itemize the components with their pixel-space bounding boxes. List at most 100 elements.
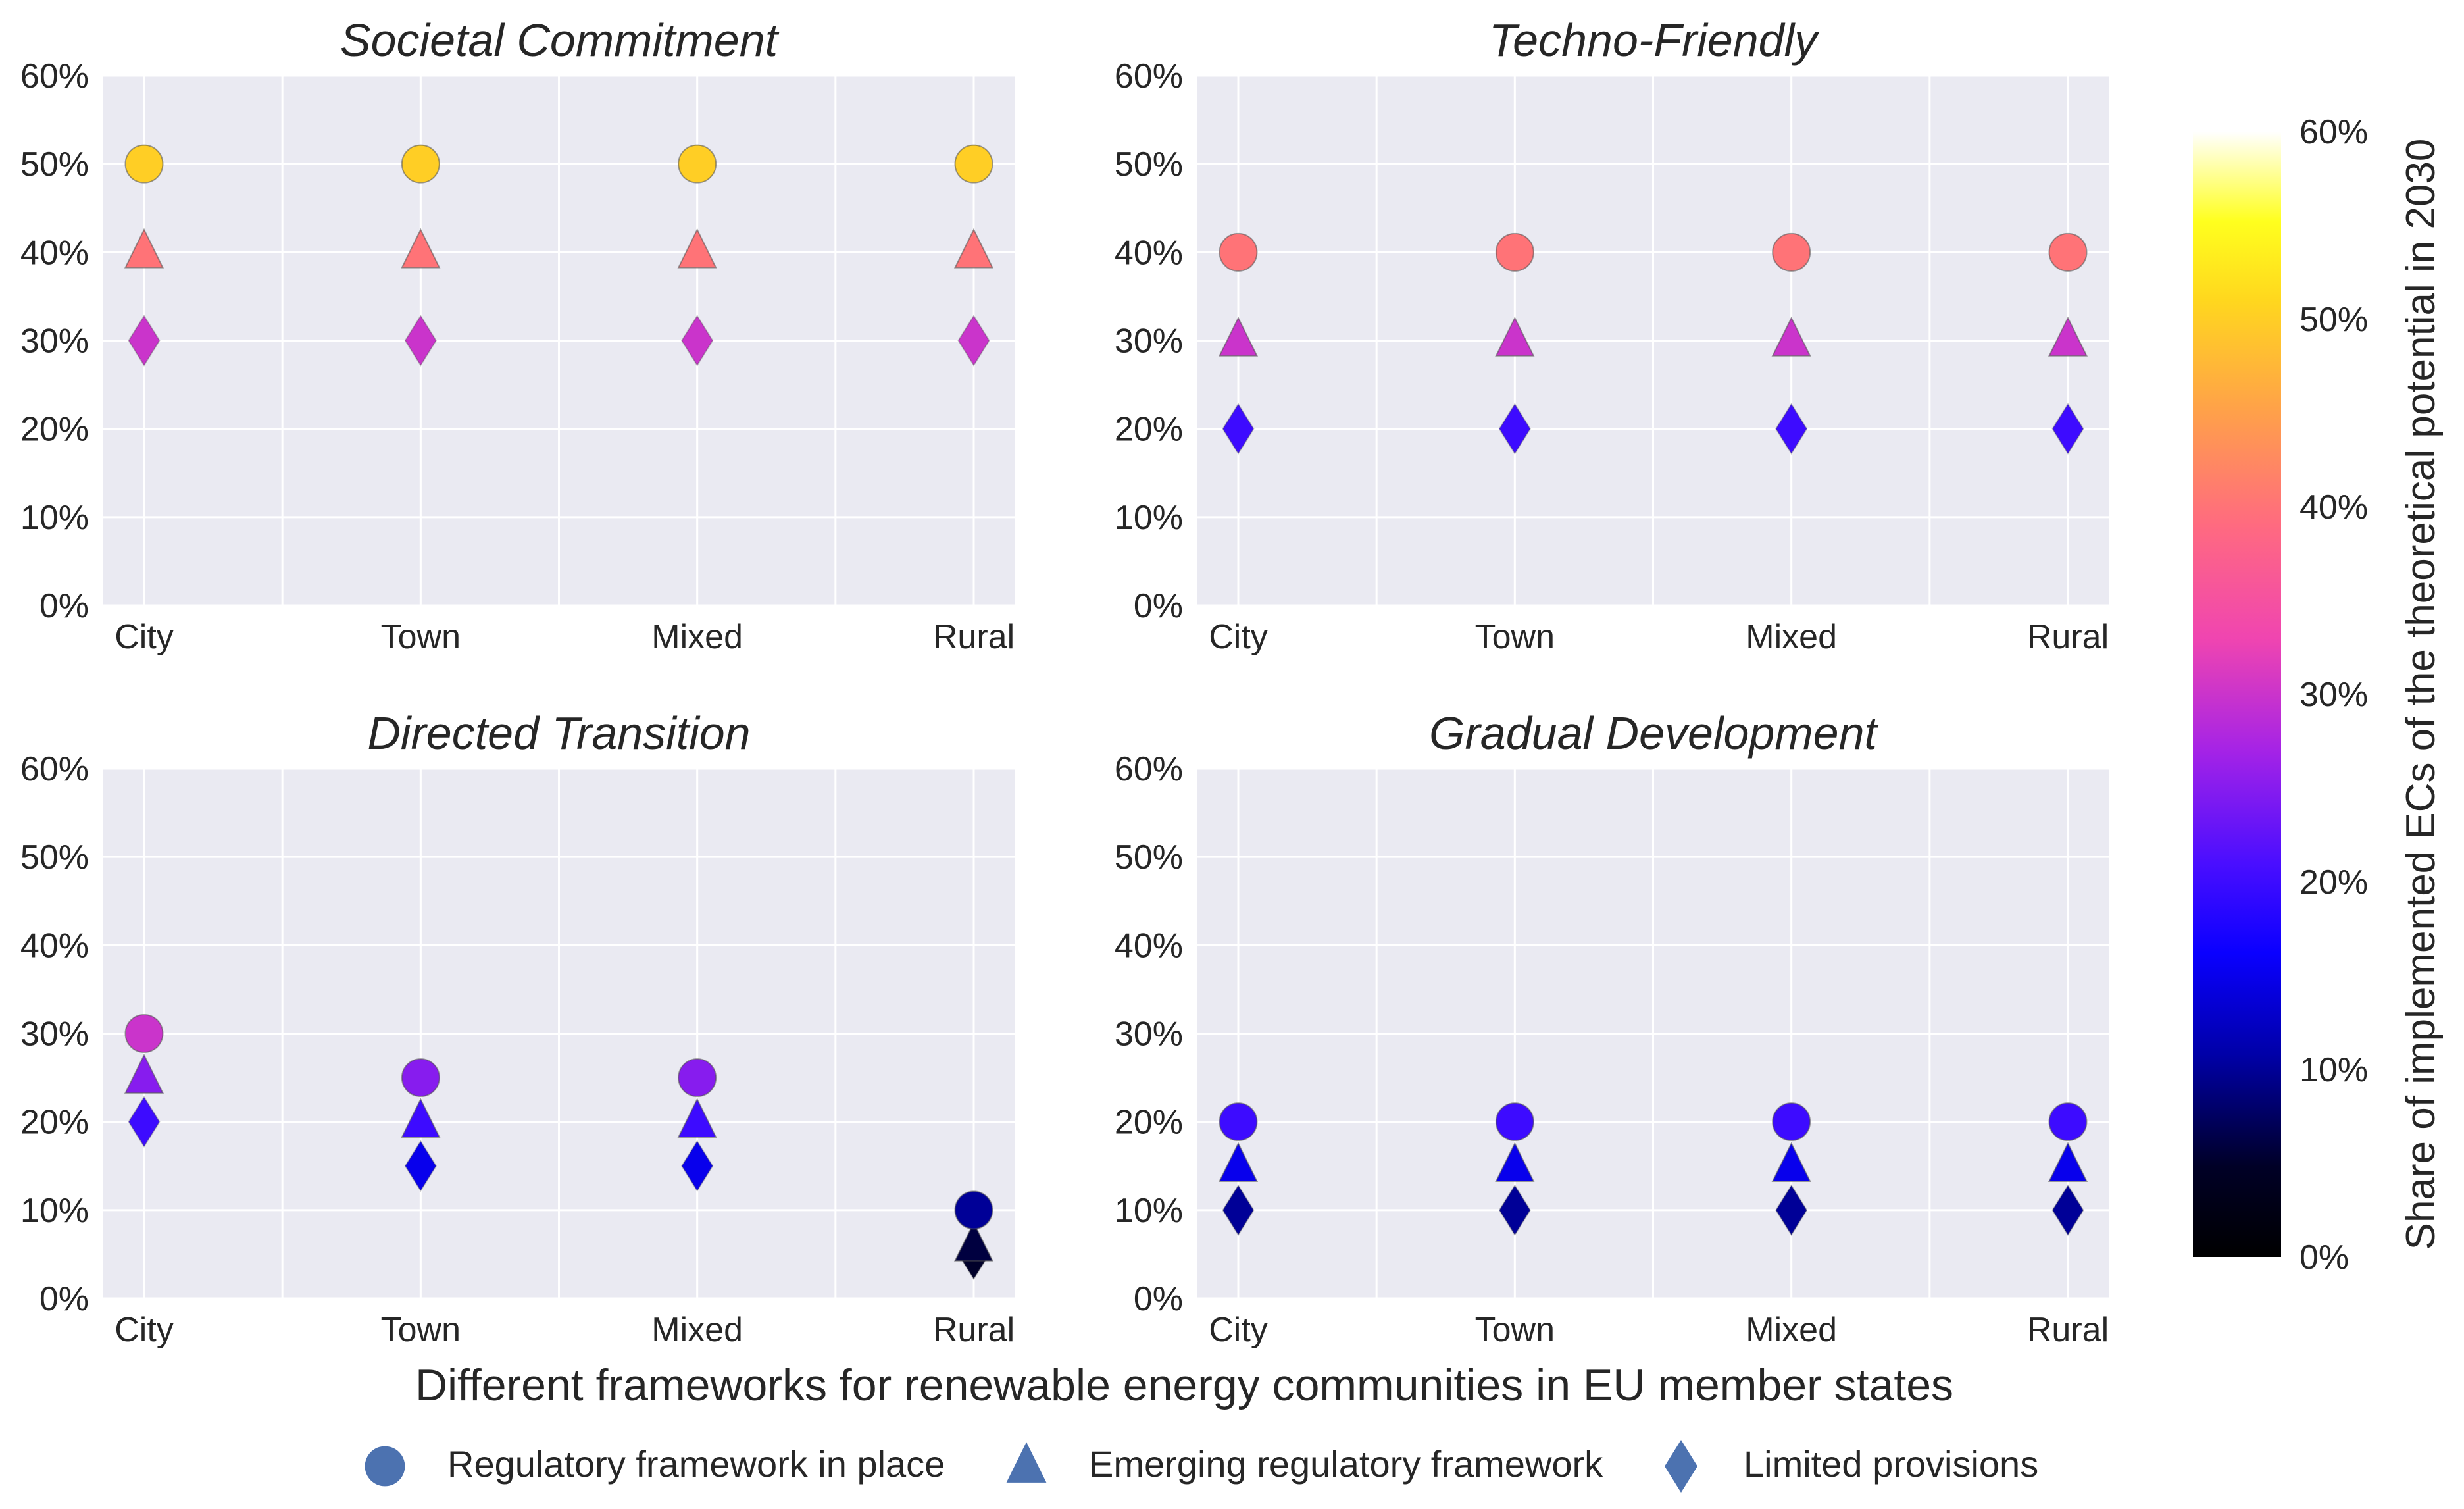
y-tick-label: 20% xyxy=(20,411,89,449)
x-tick-label: City xyxy=(114,1311,174,1349)
y-tick-label: 50% xyxy=(1115,145,1183,184)
data-point-diamond xyxy=(1498,403,1531,455)
data-point-diamond xyxy=(128,315,161,367)
data-point-diamond xyxy=(957,315,990,367)
x-tick-label: Town xyxy=(1475,618,1555,656)
data-point-triangle xyxy=(677,228,717,269)
colorbar-tick-label: 0% xyxy=(2300,1239,2349,1277)
x-tick-label: Rural xyxy=(2027,618,2109,656)
y-tick-label: 0% xyxy=(39,1280,89,1318)
x-tick-label: Mixed xyxy=(651,1311,743,1349)
data-point-triangle xyxy=(1218,316,1259,357)
colorbar-tick-label: 60% xyxy=(2300,113,2368,151)
panel-title: Directed Transition xyxy=(367,707,750,759)
data-point-diamond xyxy=(2051,403,2084,455)
x-tick-label: Town xyxy=(381,618,461,656)
x-tick-label: Mixed xyxy=(1746,618,1837,656)
data-point-triangle xyxy=(1495,316,1535,357)
x-tick-label: Town xyxy=(381,1311,461,1349)
y-tick-label: 60% xyxy=(1115,750,1183,788)
data-point-diamond xyxy=(1498,1184,1531,1237)
x-tick-label: Rural xyxy=(933,1311,1015,1349)
y-tick-label: 0% xyxy=(39,587,89,625)
y-tick-label: 30% xyxy=(20,1015,89,1054)
legend-marker-diamond xyxy=(1665,1440,1697,1493)
data-point-triangle xyxy=(677,1097,717,1138)
data-point-circle xyxy=(124,1014,164,1053)
data-point-circle xyxy=(2048,1102,2088,1142)
data-point-circle xyxy=(1495,232,1534,272)
legend-label: Limited provisions xyxy=(1744,1443,2038,1485)
data-point-circle xyxy=(678,1058,717,1098)
y-tick-label: 60% xyxy=(20,750,89,788)
panel-1: 0% 10% 20% 30% 40% 50% 60% City Town Mixed Rural So… xyxy=(20,14,1015,656)
colorbar: 0% 10% 20% 30% 40% 50% 60% Share of implemente… xyxy=(2193,113,2444,1277)
y-tick-label: 10% xyxy=(20,499,89,537)
colorbar-tick-label: 40% xyxy=(2300,488,2368,526)
data-point-triangle xyxy=(124,1053,164,1094)
y-tick-label: 50% xyxy=(20,838,89,877)
data-point-triangle xyxy=(1771,1142,1811,1183)
legend-marker-circle xyxy=(365,1446,405,1487)
colorbar-tick-label: 30% xyxy=(2300,676,2368,714)
legend-label: Regulatory framework in place xyxy=(447,1443,945,1485)
data-point-diamond xyxy=(1222,403,1255,455)
y-tick-label: 50% xyxy=(1115,838,1183,877)
y-tick-label: 30% xyxy=(1115,322,1183,361)
legend-item: Regulatory framework in place xyxy=(365,1443,945,1487)
colorbar-tick-label: 20% xyxy=(2300,863,2368,902)
y-tick-label: 20% xyxy=(1115,1104,1183,1142)
data-point-diamond xyxy=(128,1096,161,1148)
y-tick-label: 60% xyxy=(20,57,89,95)
panels: 0% 10% 20% 30% 40% 50% 60% City Town Mixed Rural So… xyxy=(20,14,2109,1349)
y-tick-label: 10% xyxy=(20,1192,89,1230)
y-tick-label: 0% xyxy=(1134,587,1183,625)
y-tick-label: 60% xyxy=(1115,57,1183,95)
x-tick-label: Town xyxy=(1475,1311,1555,1349)
data-point-circle xyxy=(2048,232,2088,272)
panel-title: Societal Commitment xyxy=(340,14,780,66)
x-tick-label: City xyxy=(1209,618,1268,656)
legend-marker-triangle xyxy=(1006,1442,1047,1483)
data-point-diamond xyxy=(1222,1184,1255,1237)
data-point-diamond xyxy=(1775,1184,1808,1237)
panel-4: 0% 10% 20% 30% 40% 50% 60% City Town Mixed Rural Gr… xyxy=(1115,707,2109,1349)
panel-title: Gradual Development xyxy=(1429,707,1878,759)
data-point-diamond xyxy=(404,1140,437,1192)
y-tick-label: 40% xyxy=(20,927,89,965)
panel-title: Techno-Friendly xyxy=(1489,14,1820,66)
data-point-circle xyxy=(678,144,717,184)
legend-item: Limited provisions xyxy=(1665,1440,2038,1493)
data-point-circle xyxy=(954,144,993,184)
data-point-circle xyxy=(124,144,164,184)
y-tick-label: 0% xyxy=(1134,1280,1183,1318)
data-point-circle xyxy=(1772,232,1811,272)
data-point-diamond xyxy=(2051,1184,2084,1237)
panel-2: 0% 10% 20% 30% 40% 50% 60% City Town Mixed Rural Te… xyxy=(1115,14,2109,656)
data-point-triangle xyxy=(1495,1142,1535,1183)
y-tick-label: 10% xyxy=(1115,499,1183,537)
x-tick-label: City xyxy=(114,618,174,656)
legend-label: Emerging regulatory framework xyxy=(1089,1443,1603,1485)
x-tick-label: Mixed xyxy=(1746,1311,1837,1349)
data-point-circle xyxy=(1772,1102,1811,1142)
y-tick-label: 40% xyxy=(20,234,89,272)
y-tick-label: 10% xyxy=(1115,1192,1183,1230)
colorbar-label: Share of implemented ECs of the theoreti… xyxy=(2398,139,2444,1250)
data-point-triangle xyxy=(953,228,994,269)
data-point-circle xyxy=(401,144,440,184)
legend: Regulatory framework in place Emerging re… xyxy=(365,1440,2038,1493)
y-tick-label: 30% xyxy=(1115,1015,1183,1054)
data-point-diamond xyxy=(681,1140,714,1192)
y-tick-label: 50% xyxy=(20,145,89,184)
x-tick-label: City xyxy=(1209,1311,1268,1349)
data-point-circle xyxy=(401,1058,440,1098)
colorbar-gradient xyxy=(2193,132,2281,1257)
data-point-diamond xyxy=(1775,403,1808,455)
legend-item: Emerging regulatory framework xyxy=(1006,1442,1603,1485)
data-point-triangle xyxy=(2048,316,2088,357)
data-point-diamond xyxy=(681,315,714,367)
y-tick-label: 20% xyxy=(1115,411,1183,449)
